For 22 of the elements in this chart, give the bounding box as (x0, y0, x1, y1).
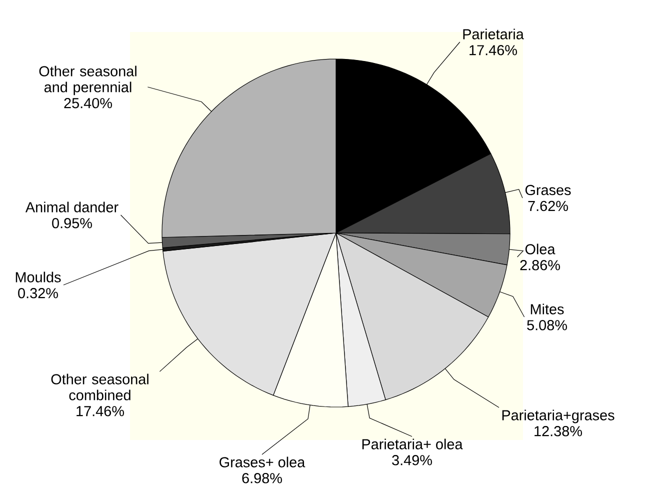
data-label: 12.38% (534, 426, 582, 436)
data-label: 0.32% (18, 288, 58, 298)
data-label: 5.08% (527, 320, 567, 330)
slice-label: Parietaria (463, 28, 524, 40)
slice-label: Other seasonal and perennial (39, 66, 136, 96)
data-label: 3.49% (392, 455, 432, 466)
slice-label: Mites (530, 304, 564, 314)
data-label: 17.46% (470, 45, 517, 56)
slice-label: Other seasonal combined (51, 374, 148, 400)
data-label: 7.62% (528, 200, 568, 212)
data-label: 0.95% (52, 218, 92, 228)
data-label: 6.98% (242, 473, 282, 484)
slice-label: Parietaria+ olea (362, 438, 463, 450)
slice-label: Olea (525, 244, 556, 254)
slice-label: Grases+ olea (220, 456, 306, 468)
slice-label: Moulds (16, 272, 61, 282)
data-label: 2.86% (520, 260, 560, 270)
slice-label: Parietaria+grases (502, 410, 614, 424)
slice-label: Grases (525, 184, 571, 196)
slice-label: Animal dander (25, 202, 118, 212)
data-label: 17.46% (76, 406, 124, 416)
data-label: 25.40% (64, 98, 112, 108)
